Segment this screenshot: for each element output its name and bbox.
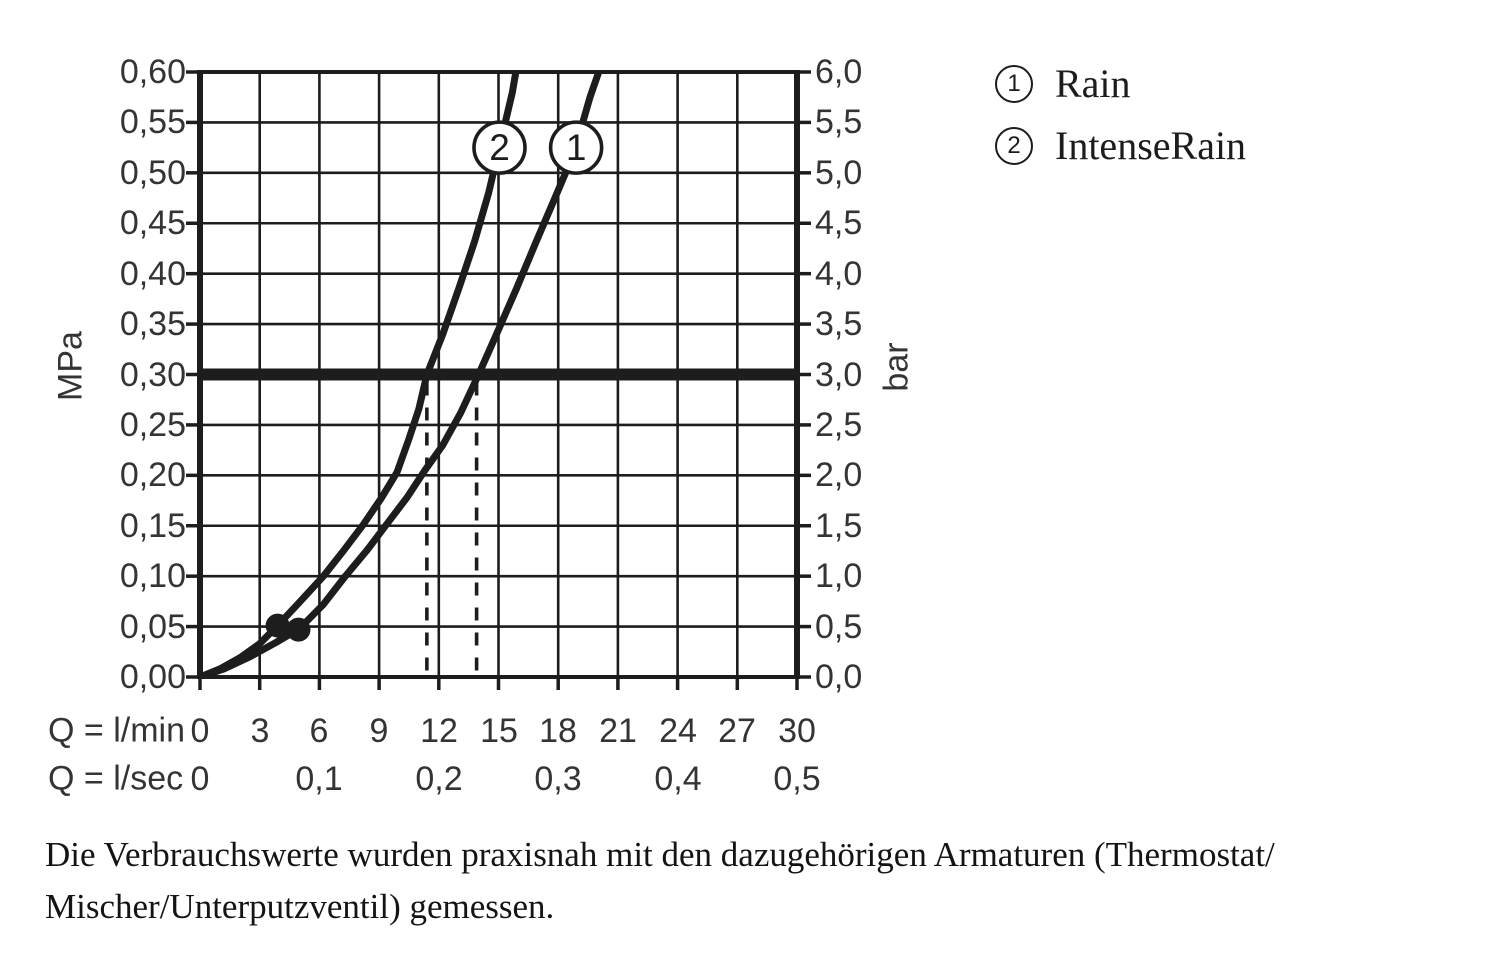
y-right-tick-label: 3,5 (815, 305, 863, 343)
y-axis-left-unit-label: MPa (51, 331, 90, 401)
x-lsec-tick-label: 0,2 (415, 760, 463, 798)
curve-label-number-2: 2 (489, 127, 510, 168)
y-left-tick-label: 0,20 (119, 456, 186, 494)
y-left-tick-label: 0,35 (119, 305, 186, 343)
x-lsec-tick-label: 0,3 (534, 760, 582, 798)
y-right-tick-label: 2,0 (815, 456, 863, 494)
curve-rain (200, 72, 603, 677)
legend-label-rain: Rain (1055, 61, 1131, 106)
x-lmin-tick-label: 9 (369, 712, 389, 750)
x-lmin-tick-label: 21 (599, 712, 637, 750)
y-left-tick-label: 0,15 (119, 507, 186, 545)
legend-marker-2-icon: 2 (995, 127, 1033, 165)
y-left-tick-label: 0,10 (119, 557, 186, 595)
legend: 1 Rain 2 IntenseRain (995, 64, 1246, 188)
y-left-tick-label: 0,60 (119, 53, 186, 91)
footer-note: Die Verbrauchswerte wurden praxisnah mit… (45, 829, 1425, 933)
footer-note-line-1: Die Verbrauchswerte wurden praxisnah mit… (45, 835, 1275, 874)
y-left-tick-label: 0,40 (119, 255, 186, 293)
x-lmin-tick-label: 0 (190, 712, 210, 750)
y-right-tick-label: 5,5 (815, 103, 863, 141)
x-lmin-tick-label: 30 (778, 712, 816, 750)
y-left-tick-label: 0,25 (119, 406, 186, 444)
y-left-tick-label: 0,45 (119, 204, 186, 242)
curve-label-circle-1 (548, 120, 604, 175)
footer-note-line-2: Mischer/Unterputzventil) gemessen. (45, 887, 555, 926)
y-left-tick-label: 0,30 (119, 356, 186, 394)
legend-item-intenserain: 2 IntenseRain (995, 126, 1246, 166)
y-left-tick-label: 0,55 (119, 103, 186, 141)
x-lsec-tick-label: 0,1 (295, 760, 343, 798)
y-right-tick-label: 4,0 (815, 255, 863, 293)
y-right-tick-label: 0,5 (815, 608, 863, 646)
y-right-tick-label: 4,5 (815, 204, 863, 242)
y-right-tick-label: 1,0 (815, 557, 863, 595)
y-axis-right-unit-label: bar (877, 342, 916, 392)
y-right-tick-label: 5,0 (815, 154, 863, 192)
x-lmin-tick-label: 12 (420, 712, 458, 750)
x-lsec-tick-label: 0,4 (654, 760, 702, 798)
legend-marker-1-icon: 1 (995, 65, 1033, 103)
x-lmin-tick-label: 27 (718, 712, 756, 750)
x-axis-lmin-caption: Q = l/min (48, 711, 185, 750)
x-axis-lsec-caption: Q = l/sec (48, 759, 184, 798)
x-lsec-tick-label: 0 (190, 760, 210, 798)
y-right-tick-label: 0,0 (815, 658, 863, 696)
x-lmin-tick-label: 3 (250, 712, 270, 750)
y-left-tick-label: 0,05 (119, 608, 186, 646)
x-lsec-tick-label: 0,5 (773, 760, 821, 798)
x-lmin-tick-label: 18 (539, 712, 577, 750)
x-lmin-tick-label: 24 (659, 712, 697, 750)
y-right-tick-label: 1,5 (815, 507, 863, 545)
x-lmin-tick-label: 6 (309, 712, 329, 750)
legend-label-intenserain: IntenseRain (1055, 123, 1247, 168)
legend-item-rain: 1 Rain (995, 64, 1246, 104)
y-left-tick-label: 0,50 (119, 154, 186, 192)
curve-label-circle-2 (472, 120, 527, 175)
x-lmin-tick-label: 15 (480, 712, 518, 750)
measurement-dot (265, 613, 290, 638)
curve-label-number-1: 1 (566, 127, 587, 168)
curve-intenserain (200, 72, 520, 677)
y-right-tick-label: 6,0 (815, 53, 863, 91)
y-right-tick-label: 3,0 (815, 356, 863, 394)
y-right-tick-label: 2,5 (815, 406, 863, 444)
y-left-tick-label: 0,00 (119, 658, 186, 696)
measurement-dot (286, 617, 311, 642)
